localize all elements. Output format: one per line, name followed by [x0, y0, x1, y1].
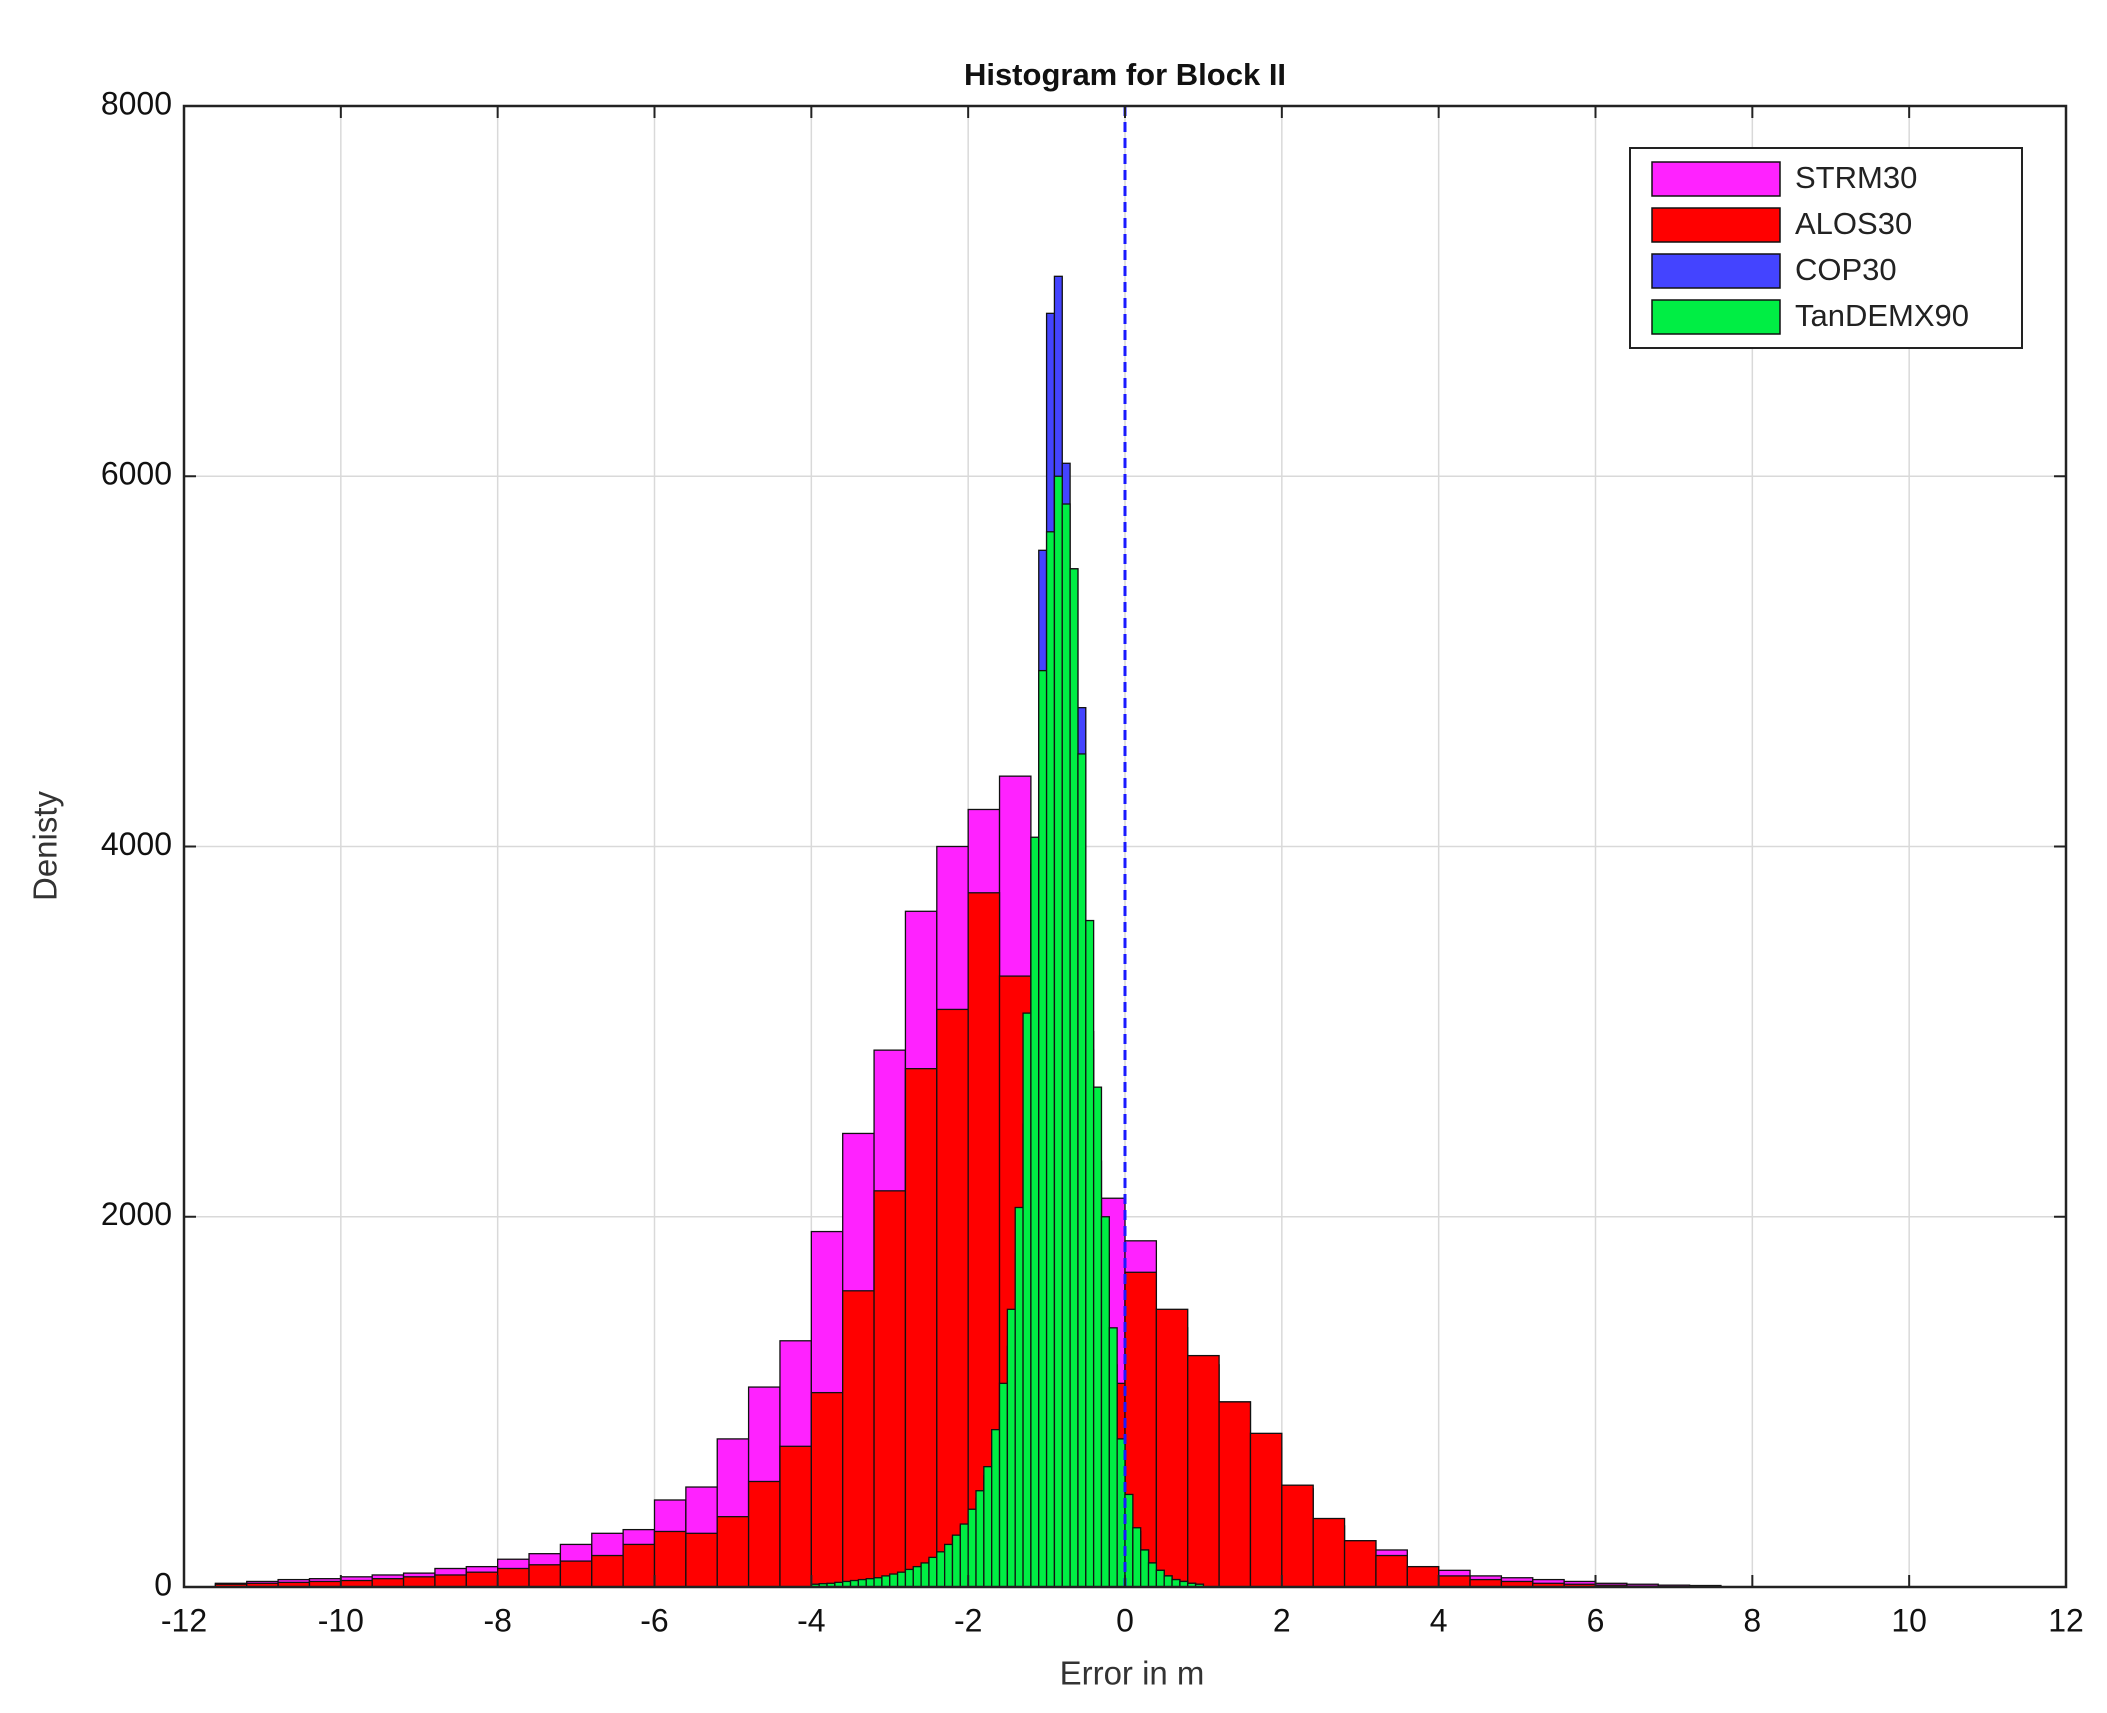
histogram-bar	[983, 1466, 993, 1588]
histogram-bar	[1375, 1554, 1408, 1588]
legend-swatch	[1651, 299, 1781, 335]
histogram-bar	[1132, 1527, 1142, 1588]
histogram-bar	[559, 1560, 593, 1588]
x-tick-label: 4	[1430, 1602, 1448, 1638]
histogram-bar	[1077, 753, 1087, 1588]
histogram-bar	[889, 1573, 899, 1588]
histogram-bar	[896, 1571, 907, 1588]
histogram-bar	[465, 1571, 499, 1588]
histogram-bar	[1085, 919, 1095, 1588]
histogram-bar	[904, 1068, 938, 1588]
histogram-bar	[1061, 503, 1071, 1588]
histogram-bar	[1022, 1012, 1032, 1588]
legend-label: COP30	[1795, 252, 1897, 287]
histogram-bar	[1108, 1327, 1118, 1588]
histogram-bar	[810, 1391, 844, 1588]
x-tick-label: 12	[2048, 1602, 2084, 1638]
histogram-bar	[1030, 836, 1040, 1588]
histogram-bar	[1006, 1308, 1016, 1588]
histogram-bar	[1155, 1569, 1165, 1588]
histogram-bar	[1281, 1484, 1314, 1588]
histogram-bar	[912, 1565, 922, 1588]
histogram-bar	[1100, 1216, 1110, 1588]
x-tick-label: -12	[161, 1602, 207, 1638]
histogram-bar	[1249, 1432, 1283, 1588]
histogram-bar	[1155, 1308, 1189, 1588]
chart-title: Histogram for Block II	[964, 57, 1286, 92]
histogram-bar	[1124, 1493, 1134, 1588]
histogram-bar	[434, 1574, 467, 1588]
histogram-bar	[1014, 1206, 1024, 1588]
histogram-bar	[622, 1543, 656, 1588]
histogram-bar	[1140, 1549, 1150, 1588]
x-tick-label: 6	[1587, 1602, 1605, 1638]
x-tick-label: -2	[954, 1602, 982, 1638]
histogram-bar	[1053, 475, 1063, 1588]
histogram-bar	[1438, 1575, 1471, 1588]
x-tick-label: 2	[1273, 1602, 1291, 1638]
histogram-bar	[747, 1480, 781, 1588]
histogram-bar	[1069, 568, 1079, 1588]
legend-swatch	[1651, 207, 1781, 243]
legend-swatch	[1651, 161, 1781, 197]
histogram-bar	[873, 1190, 907, 1588]
histogram-bar	[936, 1551, 946, 1588]
histogram-bar	[951, 1534, 961, 1588]
histogram-bar	[1092, 1086, 1103, 1588]
x-tick-label: -6	[640, 1602, 668, 1638]
histogram-bar	[967, 1508, 977, 1588]
histogram-bar	[528, 1564, 562, 1588]
y-tick-label: 0	[154, 1566, 172, 1602]
histogram-bar	[716, 1516, 750, 1588]
histogram-bar	[1343, 1540, 1377, 1588]
histogram-bar	[959, 1523, 969, 1588]
x-tick-label: -10	[318, 1602, 364, 1638]
histogram-bar	[881, 1575, 891, 1588]
legend: STRM30 ALOS30 COP30 TanDEMX90	[1629, 147, 2023, 349]
histogram-bar	[591, 1554, 624, 1588]
histogram-bar	[928, 1556, 938, 1588]
legend-label: STRM30	[1795, 160, 1917, 195]
histogram-bar	[998, 1382, 1009, 1588]
y-tick-label: 8000	[101, 85, 172, 121]
histogram-bar	[904, 1568, 914, 1588]
y-tick-label: 6000	[101, 456, 172, 492]
histogram-bar	[991, 1428, 1001, 1588]
histogram-bar	[1038, 669, 1048, 1588]
x-tick-label: -4	[797, 1602, 825, 1638]
histogram-bar	[402, 1576, 436, 1588]
histogram-bar	[653, 1530, 687, 1588]
legend-label: ALOS30	[1795, 206, 1912, 241]
histogram-bar	[1406, 1565, 1440, 1588]
x-tick-label: 10	[1891, 1602, 1927, 1638]
plot-frame	[182, 104, 2068, 1589]
histogram-bar	[1218, 1401, 1252, 1588]
histogram-bar	[1147, 1562, 1158, 1588]
histogram-bar	[497, 1567, 530, 1588]
histogram-bar	[1187, 1354, 1220, 1588]
y-tick-label: 2000	[101, 1196, 172, 1232]
histogram-bar	[685, 1532, 718, 1588]
histogram-bar	[920, 1562, 930, 1588]
histogram-bar	[1045, 531, 1056, 1588]
histogram-bar	[873, 1577, 883, 1588]
histogram-bar	[975, 1490, 985, 1588]
histogram-bar	[842, 1290, 875, 1588]
x-tick-label: -8	[483, 1602, 511, 1638]
histogram-bar	[936, 1008, 969, 1588]
histogram-bar	[1163, 1575, 1173, 1588]
y-axis-label: Denisty	[27, 790, 64, 901]
histogram-bar	[779, 1445, 812, 1588]
axes: -12 -10 -8 -6 -4 -2 0 2 4 6 8 10 12 0 2000 4000 6000 8000	[101, 85, 2084, 1638]
legend-label: TanDEMX90	[1795, 298, 1969, 333]
histogram-bar	[1312, 1517, 1346, 1588]
y-tick-label: 4000	[101, 826, 172, 862]
histogram-bar	[943, 1543, 954, 1588]
x-tick-label: 8	[1743, 1602, 1761, 1638]
x-tick-label: 0	[1116, 1602, 1134, 1638]
legend-swatch	[1651, 253, 1781, 289]
x-axis-label: Error in m	[1060, 1655, 1205, 1692]
